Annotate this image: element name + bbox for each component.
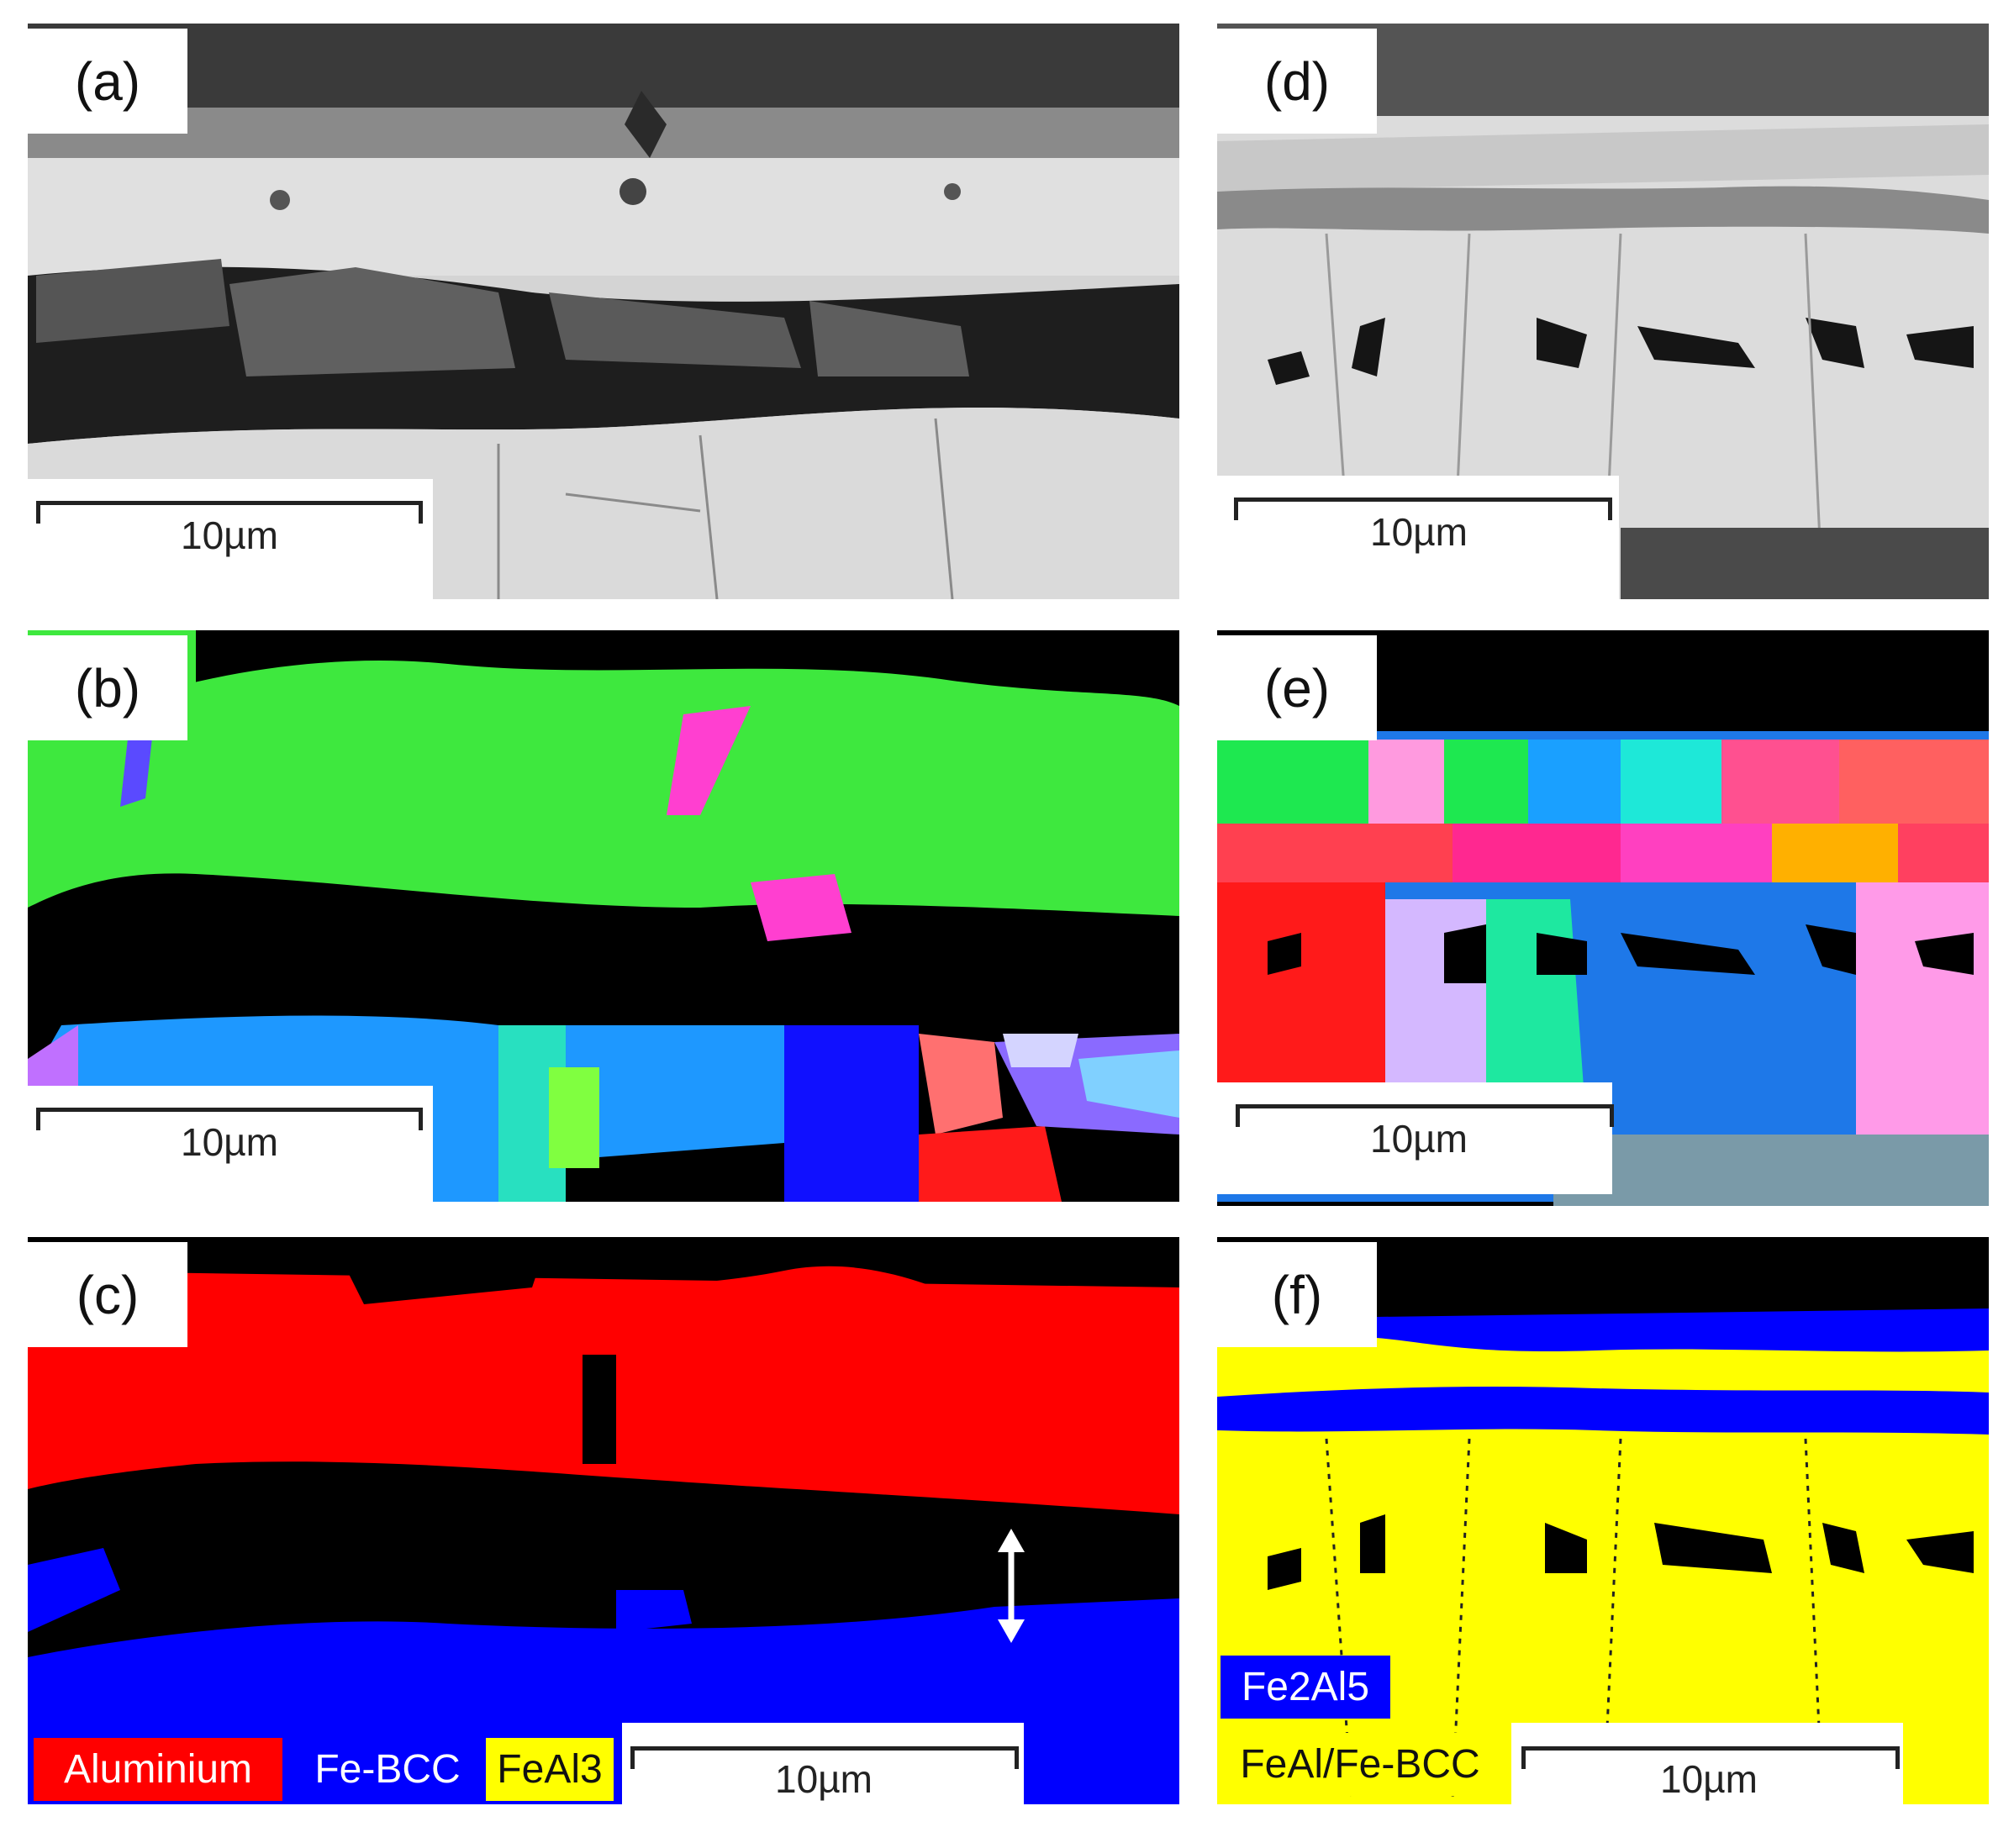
scale-bar-e <box>1236 1104 1614 1127</box>
scale-bar-f <box>1521 1746 1900 1769</box>
scale-bar-a <box>36 501 423 524</box>
panel-label-a: (a) <box>28 29 187 134</box>
scale-label-a: 10µm <box>181 513 278 557</box>
panel-d-sem-image: (d) 10µm <box>1217 24 1989 599</box>
legend-fe2al5: Fe2Al5 <box>1221 1656 1390 1719</box>
panel-label-c: (c) <box>28 1242 187 1347</box>
scale-bar-box-d: 10µm <box>1217 476 1619 599</box>
legend-feal-fe-bcc: FeAl/Fe-BCC <box>1221 1733 1500 1796</box>
scale-bar-box-b: 10µm <box>28 1086 433 1202</box>
scale-bar-box-a: 10µm <box>28 479 433 599</box>
panel-e-ipf-map: (e) 10µm <box>1217 630 1989 1206</box>
thickness-arrow <box>998 1529 1025 1643</box>
panel-label-f: (f) <box>1217 1242 1377 1347</box>
legend-aluminium: Aluminium <box>34 1738 282 1801</box>
legend-feal3: FeAl3 <box>486 1738 614 1801</box>
scale-label-e: 10µm <box>1370 1117 1468 1161</box>
scale-bar-c <box>630 1746 1019 1769</box>
scale-label-f: 10µm <box>1660 1757 1758 1801</box>
panel-f-phase-map: (f) <box>1217 1237 1989 1804</box>
scale-bar-box-e: 10µm <box>1217 1082 1614 1194</box>
panel-label-b: (b) <box>28 635 187 740</box>
panel-a-sem-image: (a) 10µm <box>28 24 1179 599</box>
scale-bar-d <box>1234 498 1612 520</box>
scale-label-c: 10µm <box>775 1757 873 1801</box>
scale-label-d: 10µm <box>1370 510 1468 554</box>
panel-label-d: (d) <box>1217 29 1377 134</box>
scale-bar-box-c: 10µm <box>622 1723 1024 1805</box>
legend-fe-bcc: Fe-BCC <box>300 1738 475 1801</box>
phase-map-c <box>28 1237 1179 1804</box>
panel-c-phase-map: (c) <box>28 1237 1179 1804</box>
panel-b-ipf-map: (b) 10µm <box>28 630 1179 1202</box>
panel-label-e: (e) <box>1217 635 1377 740</box>
scale-bar-box-f: 10µm <box>1511 1723 1903 1805</box>
scale-label-b: 10µm <box>181 1120 278 1164</box>
scale-bar-b <box>36 1108 423 1130</box>
